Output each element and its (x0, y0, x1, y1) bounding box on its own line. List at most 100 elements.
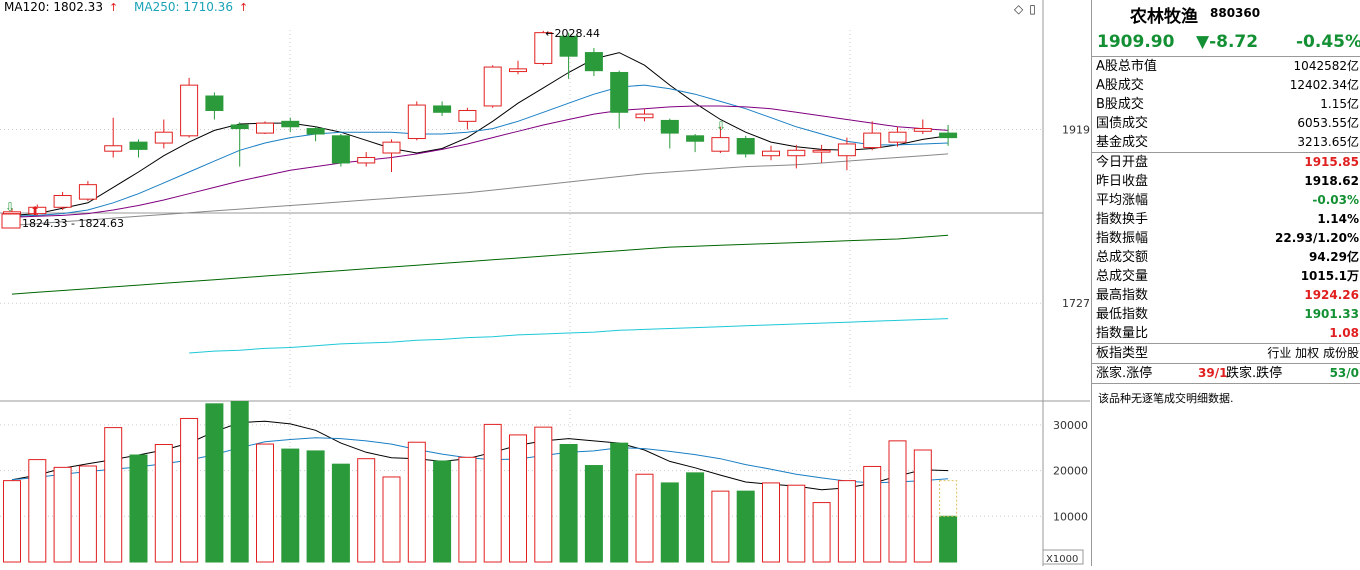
stat-value: 1042582亿 (1293, 59, 1359, 73)
stat-value: -0.03% (1312, 193, 1359, 207)
stat-label: 最低指数 (1096, 307, 1149, 322)
volume-tick-label: 20000 (1053, 465, 1088, 478)
stat-value: 1901.33 (1304, 307, 1359, 321)
up-label: 涨家.涨停 (1096, 366, 1153, 381)
current-price: 1909.90 (1097, 32, 1175, 52)
volume-bar-up (28, 459, 47, 563)
volume-projection (939, 480, 958, 517)
stat-value: 1.08 (1329, 326, 1359, 340)
candle-body-down (559, 35, 578, 57)
volume-bar-up (509, 434, 527, 563)
volume-bar-down (559, 444, 578, 563)
down-count: 53/0 (1329, 366, 1359, 380)
volume-bar-up (762, 482, 780, 563)
candle-body-up (382, 141, 401, 154)
volume-vma10-line (11, 437, 949, 484)
stat-label: 国债成交 (1096, 116, 1149, 131)
candle-body-up (180, 84, 199, 137)
volume-bar-up (534, 426, 553, 563)
volume-bar-down (584, 465, 603, 563)
candle-body-up (78, 184, 97, 200)
volume-bar-up (483, 423, 502, 563)
volume-bar-down (281, 448, 300, 563)
candle-body-down (129, 141, 148, 150)
candle-body-up (762, 150, 780, 157)
ma20-line (11, 105, 949, 218)
stat-label: 指数换手 (1096, 212, 1149, 227)
stat-value: 1.15亿 (1320, 97, 1359, 111)
stat-label: 指数量比 (1096, 326, 1149, 341)
stat-row: 最低指数 1901.33 (1092, 305, 1360, 324)
stat-label: 平均涨幅 (1096, 193, 1149, 208)
candle-body-up (357, 157, 376, 164)
candle-body-up (812, 149, 831, 153)
index-stats: 今日开盘 1915.85 昨日收盘 1918.62 平均涨幅 -0.03% 指数换手 1.14… (1092, 153, 1360, 343)
volume-bar-down (686, 472, 705, 563)
stat-row: B股成交 1.15亿 (1092, 95, 1360, 114)
stat-value: 12402.34亿 (1289, 78, 1359, 92)
stat-row: 基金成交 3213.65亿 (1092, 133, 1360, 152)
volume-bar-up (837, 480, 856, 563)
candle-body-up (635, 113, 654, 119)
stat-row: 国债成交 6053.55亿 (1092, 114, 1360, 133)
index-type-label: 板指类型 (1096, 346, 1149, 361)
stat-label: 总成交额 (1096, 250, 1149, 265)
ma120-line (11, 234, 949, 295)
market-stats: A股总市值 1042582亿 A股成交 12402.34亿 B股成交 1.15亿 国债成交 6… (1092, 57, 1360, 152)
candle-body-up (154, 131, 173, 144)
volume-bar-up (256, 443, 274, 563)
candle-body-up (837, 143, 856, 157)
candle-body-up (483, 66, 502, 107)
candle-body-up (509, 68, 527, 73)
stat-row: 昨日收盘 1918.62 (1092, 172, 1360, 191)
stat-value: 1924.26 (1304, 288, 1359, 302)
volume-bar-up (154, 444, 173, 563)
sell-signal-icon: ⇩ (5, 200, 15, 214)
candle-body-down (433, 105, 452, 113)
price-tick-label: 1727 (1062, 297, 1090, 310)
stat-value: 22.93/1.20% (1275, 231, 1359, 245)
kline-chart-area[interactable]: 1919 1727 30000 20000 10000 X1000 ←2028.44 1824… (0, 0, 1090, 566)
volume-bar-down (230, 401, 249, 563)
stat-value: 1918.62 (1304, 174, 1359, 188)
candle-body-up (28, 206, 47, 215)
volume-bar-up (382, 476, 401, 563)
candle-body-up (888, 131, 907, 143)
stat-value: 6053.55亿 (1297, 116, 1359, 130)
candle-body-up (534, 32, 553, 64)
candle-body-down (686, 135, 705, 142)
sell-signal-icon: ⇩ (716, 119, 726, 133)
stat-row: 指数振幅 22.93/1.20% (1092, 229, 1360, 248)
stat-row: 最高指数 1924.26 (1092, 286, 1360, 305)
ma5-line (11, 52, 949, 216)
volume-bar-up (407, 441, 426, 563)
volume-bar-up (787, 484, 806, 563)
index-type-values[interactable]: 行业 加权 成份股 (1267, 346, 1359, 360)
volume-bar-down (660, 482, 679, 563)
volume-bar-down (433, 460, 452, 563)
volume-bar-down (129, 454, 148, 563)
candle-body-up (863, 132, 882, 149)
stat-label: A股成交 (1096, 78, 1144, 93)
stat-label: B股成交 (1096, 97, 1144, 112)
updown-row: 涨家.涨停 39/1 跌家.跌停 53/0 (1092, 364, 1360, 383)
volume-bar-up (888, 440, 907, 563)
volume-bar-up (711, 490, 730, 563)
price-change: ▼-8.72 (1196, 32, 1259, 52)
stat-value: 1915.85 (1304, 155, 1359, 169)
price-tick-label: 1919 (1062, 123, 1090, 136)
window-icon[interactable]: ▯ (1029, 2, 1036, 16)
buy-signal-icon: ⬆ (30, 204, 40, 218)
diamond-icon[interactable]: ◇ (1014, 2, 1024, 16)
stat-row: 指数量比 1.08 (1092, 324, 1360, 343)
candle-body-down (736, 138, 755, 155)
kline-chart-svg[interactable]: 1919 1727 30000 20000 10000 X1000 ←2028.44 1824… (0, 0, 1090, 566)
stat-row: 平均涨幅 -0.03% (1092, 191, 1360, 210)
stat-value: 3213.65亿 (1297, 135, 1359, 149)
volume-bar-up (635, 473, 654, 563)
stat-label: 基金成交 (1096, 135, 1149, 150)
stat-label: 最高指数 (1096, 288, 1149, 303)
quote-panel: 农林牧渔 880360 1909.90 ▼-8.72 -0.45% A股总市值 1… (1091, 0, 1360, 566)
candle-body-up (787, 149, 806, 157)
candle-body-down (281, 120, 300, 128)
